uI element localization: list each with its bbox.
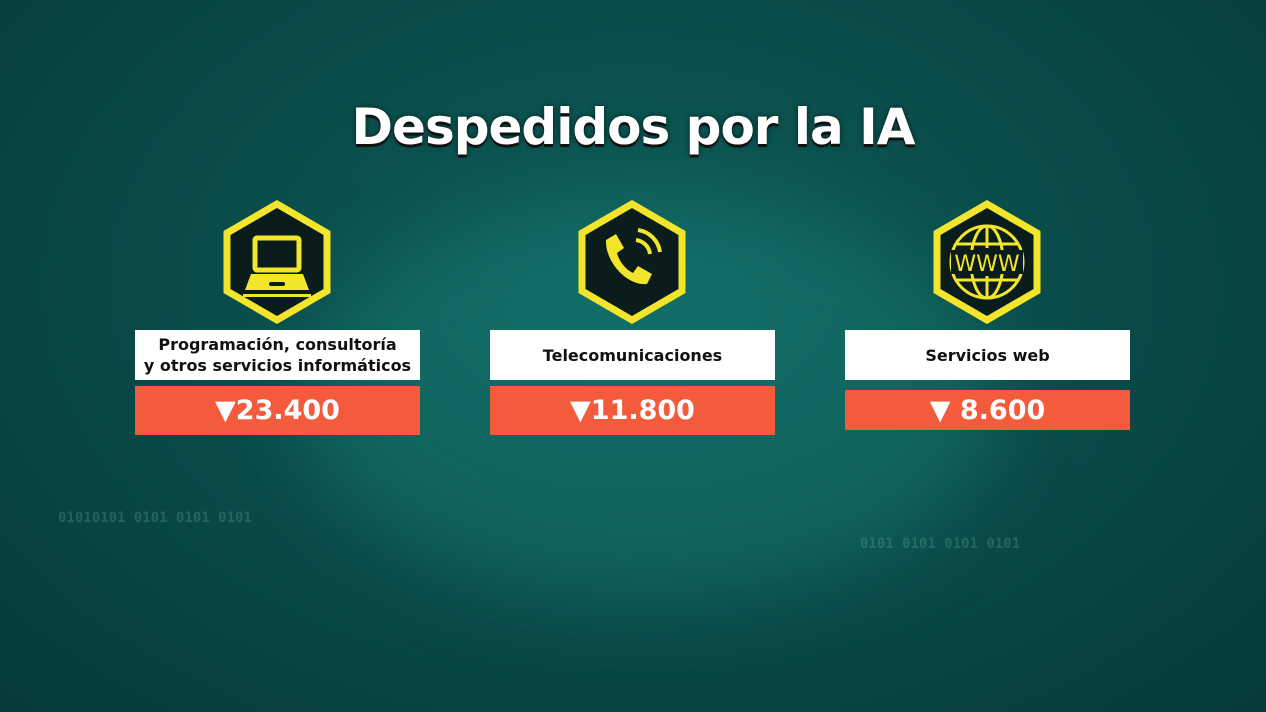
category-label: Programación, consultoría y otros servici… [135,330,420,380]
layoff-value: ▼ 8.600 [845,390,1130,430]
label-line: Programación, consultoría [158,335,397,354]
background-decoration: 01010101 0101 0101 0101 [58,510,252,526]
svg-text:WWW: WWW [954,252,1020,277]
category-label: Telecomunicaciones [490,330,775,380]
layoff-value: ▼11.800 [490,386,775,435]
phone-icon [578,200,686,324]
background-decoration: 0101 0101 0101 0101 [860,536,1021,552]
laptop-icon [223,200,331,324]
layoff-value: ▼23.400 [135,386,420,435]
category-label: Servicios web [845,330,1130,380]
www-globe-icon: WWW [933,200,1041,324]
page-title: Despedidos por la IA [351,98,916,156]
label-line: y otros servicios informáticos [143,356,412,375]
